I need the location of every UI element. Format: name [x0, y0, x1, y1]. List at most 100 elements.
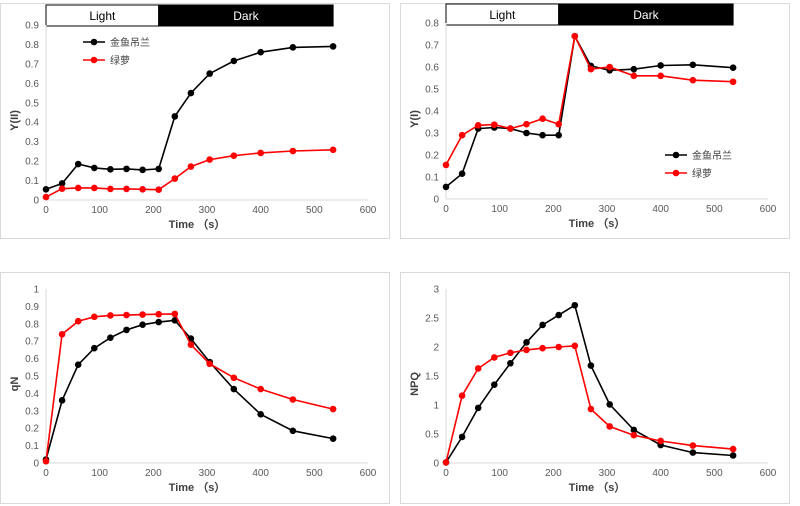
band-label: Light — [89, 9, 116, 23]
data-point — [630, 72, 638, 80]
data-point — [230, 57, 238, 65]
y-tick-label: 0.4 — [425, 107, 439, 118]
x-tick-label: 0 — [43, 468, 49, 479]
data-point — [474, 404, 482, 412]
data-point — [442, 459, 450, 466]
data-point — [257, 410, 264, 418]
data-point — [587, 65, 595, 73]
series-line-1 — [45, 149, 334, 198]
data-point — [58, 397, 66, 404]
data-point — [689, 76, 697, 84]
data-point — [74, 317, 82, 325]
data-point — [474, 122, 482, 129]
legend-marker — [90, 56, 98, 64]
data-point — [257, 149, 264, 157]
x-tick-label: 600 — [360, 205, 377, 216]
data-point — [42, 186, 50, 193]
data-point — [171, 175, 179, 182]
data-point — [539, 321, 546, 329]
data-point — [289, 396, 297, 403]
y-tick-label: 0.9 — [25, 21, 39, 32]
legend-label: 绿萝 — [692, 167, 712, 180]
y-tick-label: 0.6 — [425, 63, 439, 74]
data-point — [458, 392, 466, 400]
x-tick-label: 300 — [199, 468, 216, 479]
x-tick-label: 200 — [545, 468, 562, 479]
data-point — [155, 186, 162, 193]
series-line-0 — [445, 33, 734, 188]
x-tick-label: 200 — [145, 468, 162, 479]
y-tick-label: 0.1 — [25, 176, 39, 187]
data-point — [289, 147, 297, 155]
data-point — [289, 44, 297, 51]
x-tick-label: 600 — [760, 204, 777, 215]
x-tick-label: 500 — [706, 204, 723, 215]
data-point — [458, 131, 466, 139]
legend-marker — [672, 169, 680, 177]
data-point — [91, 344, 98, 352]
y-tick-label: 3 — [433, 285, 439, 296]
data-point — [571, 32, 579, 40]
data-point — [206, 70, 213, 77]
data-point — [107, 185, 114, 193]
data-point — [42, 457, 50, 465]
y-tick-label: 0 — [33, 459, 39, 470]
data-point — [139, 311, 146, 318]
data-point — [729, 78, 737, 86]
y-tick-label: 0.5 — [25, 372, 39, 383]
data-point — [729, 64, 737, 71]
x-tick-label: 100 — [491, 468, 508, 479]
data-point — [474, 365, 482, 372]
data-point — [74, 160, 82, 168]
data-point — [689, 61, 697, 69]
data-point — [606, 423, 613, 430]
data-point — [257, 385, 264, 393]
data-point — [107, 334, 114, 342]
data-point — [555, 131, 562, 139]
band-label: Light — [489, 8, 516, 22]
x-tick-label: 100 — [491, 204, 508, 215]
data-point — [442, 183, 450, 191]
data-point — [91, 313, 98, 321]
data-point — [42, 193, 50, 201]
legend-label: 绿萝 — [110, 54, 130, 67]
data-point — [123, 185, 130, 193]
y-tick-label: 0.7 — [425, 41, 439, 52]
y-tick-label: 1 — [33, 285, 39, 296]
data-point — [571, 342, 579, 350]
data-point — [171, 113, 179, 120]
data-point — [123, 165, 130, 173]
data-point — [657, 72, 664, 80]
x-axis-title: Time （s） — [169, 218, 226, 231]
data-point — [187, 89, 195, 97]
x-tick-label: 200 — [145, 205, 162, 216]
data-point — [58, 330, 66, 338]
chart-panel-qn — [0, 272, 390, 504]
y-tick-label: 1 — [433, 401, 439, 412]
y-tick-label: 0.3 — [425, 129, 439, 140]
data-point — [107, 165, 114, 173]
data-point — [523, 120, 530, 128]
data-point — [123, 326, 130, 334]
data-point — [507, 359, 514, 367]
data-point — [539, 344, 546, 352]
y-tick-label: 0.8 — [425, 19, 439, 30]
data-point — [507, 349, 514, 357]
data-point — [606, 401, 613, 408]
data-point — [523, 339, 530, 346]
data-point — [539, 131, 546, 139]
y-axis-title: qN — [9, 377, 21, 392]
data-point — [289, 427, 297, 435]
y-tick-label: 0.3 — [25, 137, 39, 148]
x-tick-label: 600 — [360, 468, 377, 479]
legend-label: 金鱼吊兰 — [692, 149, 732, 162]
x-tick-label: 100 — [91, 205, 108, 216]
data-point — [74, 361, 82, 368]
data-point — [491, 354, 498, 361]
band-label: Dark — [633, 8, 659, 22]
x-tick-label: 500 — [306, 468, 323, 479]
y-tick-label: 0 — [433, 195, 439, 206]
data-point — [630, 426, 638, 434]
data-point — [491, 381, 498, 389]
